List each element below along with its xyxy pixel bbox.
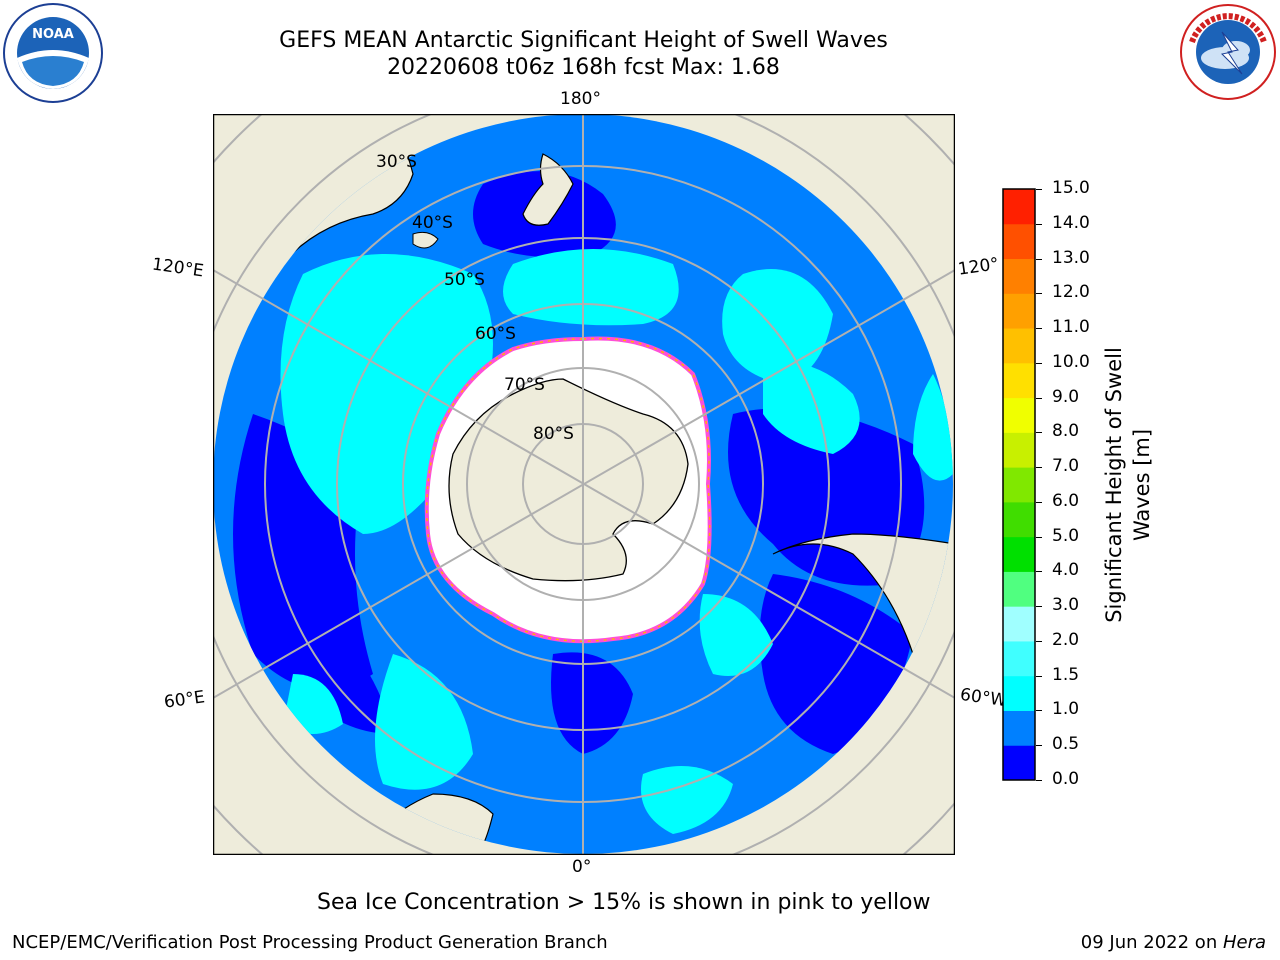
lat-label-60s: 60°S [475, 324, 516, 344]
lat-label-80s: 80°S [533, 424, 574, 444]
colorbar-tick-label: 4.0 [1052, 560, 1080, 581]
colorbar-tick-label: 11.0 [1052, 317, 1090, 338]
swell-mid-region [641, 766, 733, 834]
colorbar-tick-label: 3.0 [1052, 595, 1080, 616]
lon-label-60e: 60°E [162, 687, 207, 713]
colorbar-tick-mark [1036, 397, 1042, 399]
colorbar-label-line1: Significant Height of Swell [1102, 347, 1126, 623]
colorbar-swatch [1003, 293, 1035, 329]
colorbar-tick-mark [1036, 258, 1042, 260]
colorbar-tick-label: 7.0 [1052, 456, 1080, 477]
colorbar-swatch [1003, 432, 1035, 468]
colorbar-swatch [1003, 189, 1035, 225]
colorbar-swatch [1003, 397, 1035, 433]
colorbar-tick-label: 14.0 [1052, 212, 1090, 233]
swell-mid-region [763, 362, 860, 454]
lon-label-120w: 120° [956, 254, 1001, 280]
colorbar-frame [1002, 188, 1036, 781]
colorbar-tick-mark [1036, 293, 1042, 295]
colorbar-tick-mark [1036, 640, 1042, 642]
colorbar-tick-label: 0.5 [1052, 734, 1080, 755]
colorbar-tick-mark [1036, 675, 1042, 677]
lon-label-120e: 120°E [150, 254, 205, 282]
colorbar-tick-label: 5.0 [1052, 525, 1080, 546]
colorbar-tick-mark [1036, 467, 1042, 469]
colorbar-tick-label: 9.0 [1052, 386, 1080, 407]
map-frame [213, 114, 955, 855]
chart-subtitle: 20220608 t06z 168h fcst Max: 1.68 [387, 55, 780, 80]
lon-label-180: 180° [560, 89, 601, 109]
colorbar-tick-label: 10.0 [1052, 351, 1090, 372]
footer-host: Hera [1222, 932, 1266, 953]
colorbar-tick-label: 8.0 [1052, 421, 1080, 442]
lon-label-60w: 60°W [958, 684, 1009, 712]
colorbar-swatch [1003, 328, 1035, 364]
nws-logo [1180, 4, 1276, 100]
colorbar-tick-label: 2.0 [1052, 629, 1080, 650]
chart-title: GEFS MEAN Antarctic Significant Height o… [279, 28, 888, 53]
colorbar [1002, 188, 1036, 781]
colorbar-tick-mark [1036, 189, 1042, 190]
antarctic-swell-map [213, 114, 955, 855]
colorbar-swatch [1003, 258, 1035, 294]
swell-mid-region [283, 674, 343, 734]
colorbar-swatch [1003, 675, 1035, 711]
colorbar-label-line2: Waves [m] [1130, 428, 1154, 542]
colorbar-swatch [1003, 745, 1035, 781]
footer-date-text: 09 Jun 2022 on [1080, 932, 1223, 953]
colorbar-tick-label: 6.0 [1052, 490, 1080, 511]
lat-label-40s: 40°S [412, 213, 453, 233]
colorbar-tick-mark [1036, 606, 1042, 608]
lat-label-70s: 70°S [504, 375, 545, 395]
colorbar-tick-label: 1.0 [1052, 699, 1080, 720]
tasmania-landmass [412, 231, 439, 249]
swell-mid-region [375, 654, 473, 790]
colorbar-swatch [1003, 571, 1035, 607]
colorbar-swatch [1003, 362, 1035, 399]
colorbar-label: Significant Height of Swell Waves [m] [1100, 347, 1156, 623]
colorbar-swatch [1003, 223, 1035, 260]
antarctica-landmass [448, 378, 689, 582]
colorbar-tick-label: 12.0 [1052, 282, 1090, 303]
colorbar-tick-mark [1036, 571, 1042, 573]
colorbar-swatch [1003, 467, 1035, 503]
lon-label-0: 0° [572, 857, 592, 877]
swell-mid-region [503, 249, 679, 326]
swell-mid-region [913, 374, 953, 481]
swell-mid-region [699, 594, 773, 676]
noaa-logo: NOAA [3, 3, 103, 103]
colorbar-tick-label: 15.0 [1052, 178, 1090, 198]
colorbar-tick-label: 1.5 [1052, 664, 1080, 685]
colorbar-tick-mark [1036, 710, 1042, 712]
lat-label-30s: 30°S [376, 152, 417, 172]
graticule [213, 114, 955, 855]
colorbar-tick-mark [1036, 328, 1042, 330]
colorbar-tick-mark [1036, 223, 1042, 225]
colorbar-tick-label: 13.0 [1052, 247, 1090, 268]
colorbar-swatch [1003, 640, 1035, 677]
colorbar-tick-mark [1036, 362, 1042, 364]
colorbar-swatch [1003, 710, 1035, 746]
svg-text:NOAA: NOAA [32, 27, 74, 42]
colorbar-tick-label: 0.0 [1052, 769, 1080, 789]
new-zealand-landmass [522, 153, 574, 226]
colorbar-swatch [1003, 536, 1035, 572]
colorbar-tick-mark [1036, 780, 1042, 781]
colorbar-swatch [1003, 606, 1035, 642]
footer-branch: NCEP/EMC/Verification Post Processing Pr… [12, 932, 608, 953]
colorbar-swatch [1003, 501, 1035, 538]
colorbar-tick-mark [1036, 501, 1042, 503]
footer-date: 09 Jun 2022 on Hera [1081, 932, 1266, 953]
lat-label-50s: 50°S [444, 270, 485, 290]
colorbar-tick-mark [1036, 536, 1042, 538]
swell-low-region [759, 574, 913, 754]
sea-ice-caption: Sea Ice Concentration > 15% is shown in … [317, 890, 931, 915]
colorbar-tick-mark [1036, 432, 1042, 434]
colorbar-tick-mark [1036, 745, 1042, 747]
